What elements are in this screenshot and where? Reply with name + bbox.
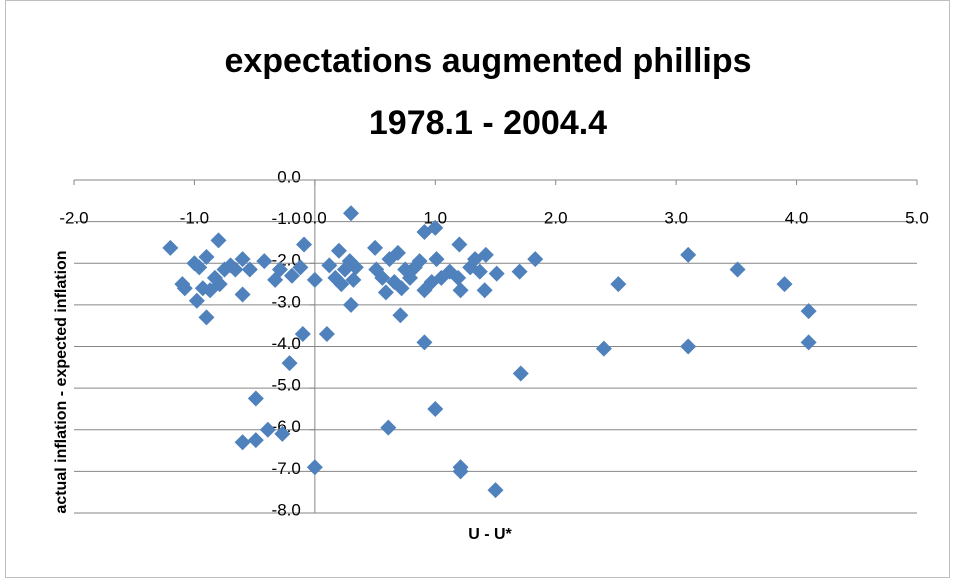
point <box>512 365 529 382</box>
x-tick-label: 5.0 <box>905 208 929 227</box>
point <box>488 265 505 282</box>
y-tick-label: 0.0 <box>277 167 301 186</box>
point <box>471 263 488 280</box>
chart-border <box>5 0 950 578</box>
point <box>342 296 359 313</box>
x-tick-label: 0.0 <box>303 208 327 227</box>
point <box>452 282 469 299</box>
point <box>211 276 228 293</box>
point <box>234 286 251 303</box>
point <box>330 242 347 259</box>
point <box>610 276 627 293</box>
point <box>374 269 391 286</box>
point <box>247 432 264 449</box>
point <box>292 259 309 276</box>
point <box>271 261 288 278</box>
point <box>227 261 244 278</box>
point <box>259 421 276 438</box>
x-tick-label: -1.0 <box>180 208 209 227</box>
point <box>595 340 612 357</box>
point <box>318 326 335 343</box>
point <box>333 276 350 293</box>
point <box>198 249 215 266</box>
point <box>283 267 300 284</box>
point <box>274 425 291 442</box>
point <box>321 257 338 274</box>
point <box>281 355 298 372</box>
point <box>294 326 311 343</box>
point <box>729 261 746 278</box>
point <box>776 276 793 293</box>
chart-title: expectations augmented phillips <box>224 42 751 80</box>
point <box>389 244 406 261</box>
point <box>306 271 323 288</box>
y-tick-label: -8.0 <box>272 500 301 519</box>
point <box>380 419 397 436</box>
point <box>416 334 433 351</box>
point <box>347 259 364 276</box>
point <box>162 239 179 256</box>
x-tick-label: 2.0 <box>544 208 568 227</box>
point <box>198 309 215 326</box>
point <box>247 390 264 407</box>
point <box>680 246 697 263</box>
y-tick-label: -1.0 <box>272 209 301 228</box>
x-tick-label: 3.0 <box>664 208 688 227</box>
point <box>241 261 258 278</box>
point <box>477 246 494 263</box>
point <box>427 400 444 417</box>
point <box>427 219 444 236</box>
point <box>256 253 273 270</box>
y-tick-label: -5.0 <box>272 376 301 395</box>
point <box>476 282 493 299</box>
point <box>452 463 469 480</box>
point <box>306 459 323 476</box>
point <box>234 251 251 268</box>
point <box>428 251 445 268</box>
point <box>487 482 504 499</box>
point <box>210 232 227 249</box>
point <box>451 236 468 253</box>
x-axis-title: U - U* <box>468 526 512 543</box>
point <box>450 269 467 286</box>
point <box>511 263 528 280</box>
point <box>392 307 409 324</box>
point <box>191 259 208 276</box>
x-tick-label: 1.0 <box>423 208 447 227</box>
point <box>367 239 384 256</box>
point <box>411 253 428 270</box>
point <box>188 292 205 309</box>
point <box>680 338 697 355</box>
y-tick-label: -3.0 <box>272 292 301 311</box>
y-axis-title: actual inflation - expected inflation <box>53 250 70 513</box>
point <box>176 280 193 297</box>
point <box>345 271 362 288</box>
x-tick-label: -2.0 <box>59 208 88 227</box>
point <box>377 284 394 301</box>
point <box>296 236 313 253</box>
point <box>234 434 251 451</box>
y-tick-label: -7.0 <box>272 459 301 478</box>
x-tick-label: 4.0 <box>785 208 809 227</box>
point <box>527 251 544 268</box>
point <box>800 303 817 320</box>
chart-subtitle: 1978.1 - 2004.4 <box>369 104 607 142</box>
point <box>800 334 817 351</box>
point <box>342 205 359 222</box>
y-tick-label: -4.0 <box>272 334 301 353</box>
point <box>393 280 410 297</box>
